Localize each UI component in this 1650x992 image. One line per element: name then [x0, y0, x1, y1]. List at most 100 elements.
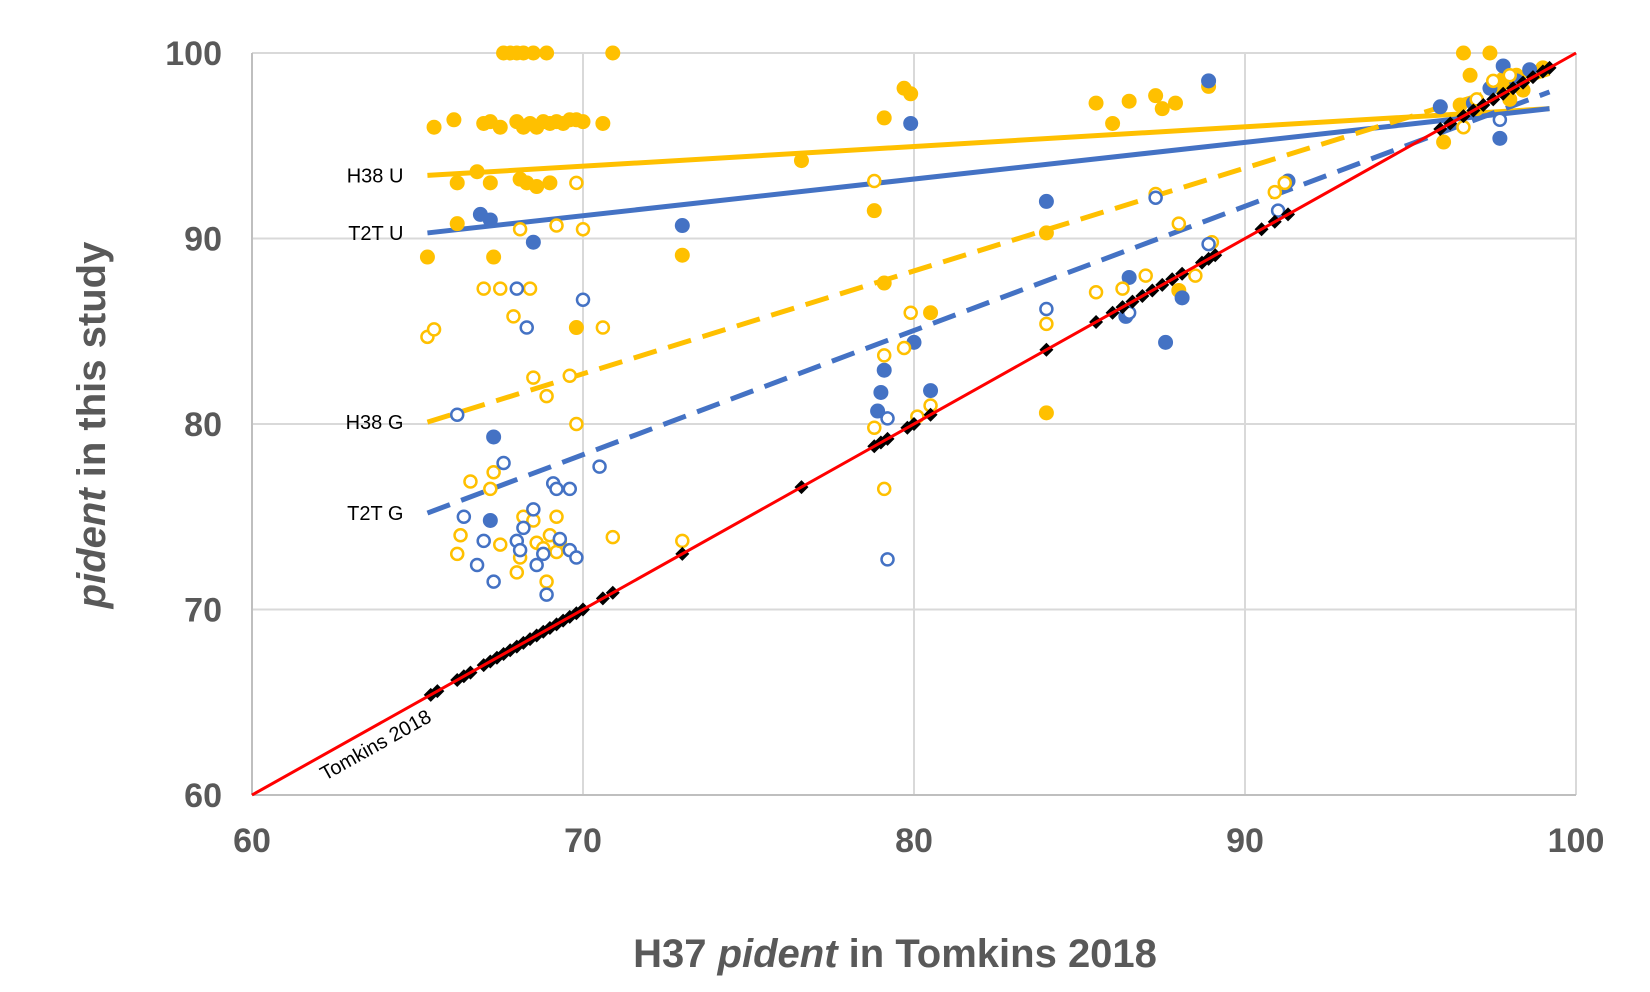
- open-point: [569, 550, 584, 565]
- x-tick-label: 80: [895, 822, 933, 860]
- open-point: [549, 218, 564, 233]
- open-point: [493, 537, 508, 552]
- open-point: [486, 574, 501, 589]
- filled-point: [1462, 67, 1478, 83]
- open-point: [463, 474, 478, 489]
- open-point: [526, 370, 541, 385]
- open-point: [1148, 190, 1163, 205]
- open-point: [516, 520, 531, 536]
- filled-point: [793, 153, 809, 169]
- series-labels: H38 U T2T U H38 G T2T G Tomkins 2018: [317, 165, 435, 785]
- open-point: [493, 281, 508, 296]
- filled-point: [542, 175, 558, 191]
- filled-point: [876, 362, 892, 378]
- open-point: [476, 281, 491, 296]
- filled-point: [482, 512, 498, 528]
- filled-point: [1121, 269, 1137, 285]
- x-tick-label: 60: [233, 822, 271, 860]
- open-point: [1188, 268, 1203, 283]
- open-point: [529, 557, 544, 573]
- filled-point: [1038, 225, 1054, 241]
- y-tick-label: 90: [184, 221, 222, 259]
- open-point: [903, 305, 918, 320]
- filled-point: [1201, 73, 1217, 89]
- filled-point: [674, 218, 690, 234]
- trendline-label: H38 U: [347, 165, 404, 187]
- filled-point: [873, 384, 889, 400]
- open-point: [896, 340, 912, 356]
- filled-point: [1121, 93, 1137, 109]
- y-tick-label: 70: [184, 592, 222, 630]
- y-axis-title: pident in this study: [70, 241, 114, 609]
- open-point: [526, 502, 541, 517]
- filled-point: [446, 112, 462, 128]
- open-point: [539, 388, 554, 404]
- open-point: [575, 221, 591, 237]
- filled-point: [525, 234, 541, 250]
- open-point: [1267, 184, 1283, 200]
- x-tick-label: 100: [1548, 822, 1605, 860]
- dashed-trendline: [426, 89, 1551, 516]
- open-point: [880, 411, 895, 426]
- filled-point: [923, 383, 939, 399]
- filled-point: [923, 305, 939, 321]
- filled-point: [1452, 97, 1468, 113]
- trendlines: [426, 71, 1551, 516]
- open-point: [509, 565, 525, 580]
- open-point: [1171, 216, 1187, 231]
- filled-point: [876, 110, 892, 126]
- open-point: [426, 322, 442, 337]
- filled-point: [575, 114, 591, 130]
- open-point: [486, 464, 501, 480]
- open-point: [1486, 73, 1501, 89]
- filled-point: [903, 86, 919, 102]
- axes: [251, 53, 1576, 796]
- filled-point: [482, 212, 498, 228]
- open-point: [876, 481, 892, 497]
- filled-point: [1038, 193, 1054, 209]
- identity-line: [251, 51, 1577, 797]
- filled-point: [1148, 88, 1164, 104]
- filled-point: [482, 175, 498, 191]
- filled-point: [1158, 334, 1174, 350]
- filled-point: [1105, 115, 1121, 131]
- open-point: [469, 557, 485, 573]
- open-point: [1138, 268, 1153, 283]
- identity-line-group: [251, 51, 1577, 797]
- x-axis-title: H37 pident in Tomkins 2018: [633, 932, 1157, 976]
- open-point: [519, 320, 534, 335]
- open-point: [867, 173, 882, 189]
- y-tick-label: 80: [184, 406, 222, 444]
- open-point: [522, 281, 538, 296]
- open-point: [539, 574, 554, 589]
- filled-point: [1088, 95, 1104, 111]
- filled-point: [419, 249, 435, 265]
- filled-point: [1492, 130, 1508, 146]
- filled-point: [529, 179, 545, 195]
- open-point: [880, 552, 895, 567]
- filled-point: [449, 175, 465, 191]
- open-point: [1201, 236, 1216, 252]
- filled-point: [1455, 45, 1471, 61]
- open-point: [483, 481, 498, 497]
- open-point: [549, 509, 564, 524]
- filled-point: [486, 249, 502, 265]
- open-point: [1277, 175, 1292, 191]
- identity-line-label: Tomkins 2018: [317, 706, 435, 786]
- open-point: [575, 292, 591, 307]
- open-point: [449, 407, 465, 422]
- open-point: [569, 416, 584, 432]
- filled-point: [449, 216, 465, 232]
- trendline-label: T2T G: [347, 503, 403, 525]
- open-point: [1039, 316, 1054, 332]
- filled-point: [426, 119, 442, 135]
- solid-trendline: [427, 106, 1550, 178]
- open-point: [453, 528, 468, 543]
- open-point: [456, 509, 472, 524]
- filled-point: [486, 429, 502, 445]
- open-point: [449, 546, 465, 562]
- open-point: [506, 309, 521, 324]
- dashed-trendline: [426, 71, 1551, 425]
- filled-point: [539, 45, 555, 61]
- filled-point: [492, 119, 508, 135]
